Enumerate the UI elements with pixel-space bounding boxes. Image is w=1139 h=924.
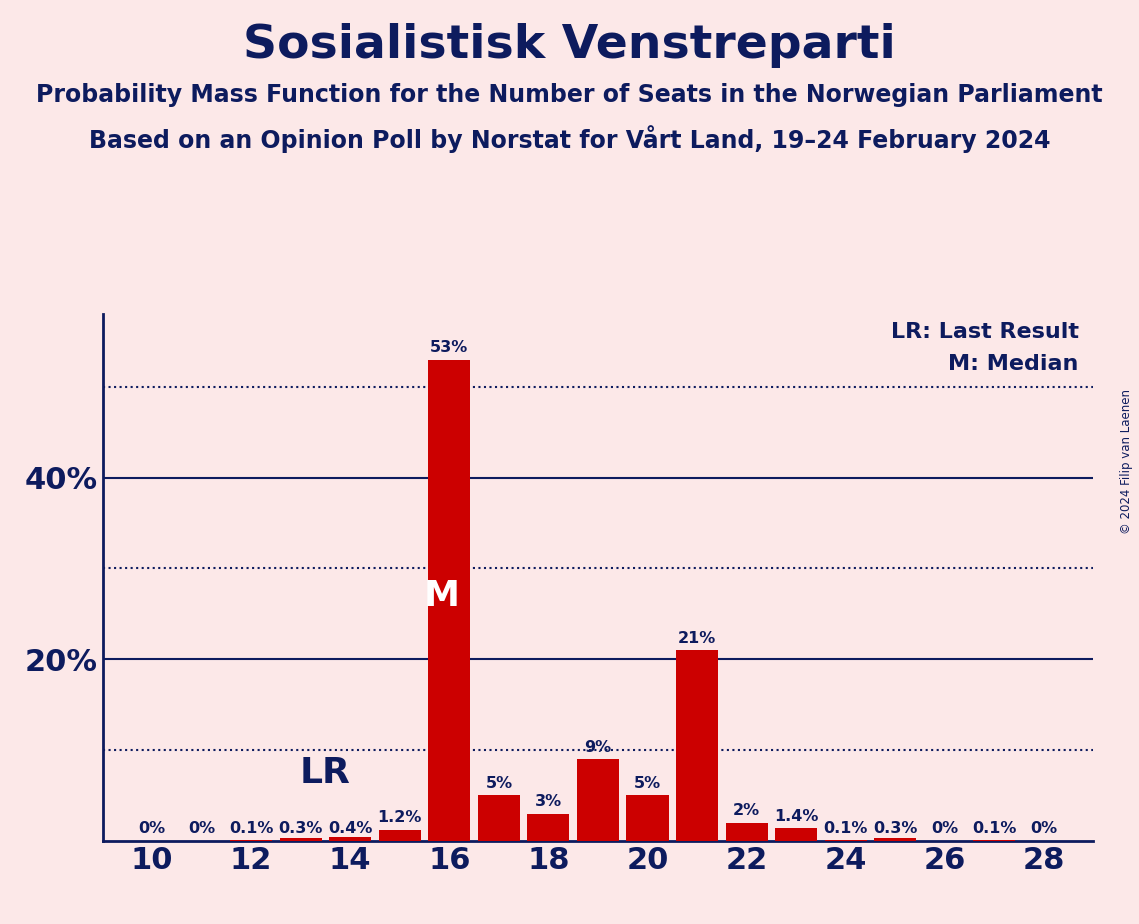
- Text: 3%: 3%: [535, 794, 562, 809]
- Text: LR: LR: [300, 756, 351, 790]
- Text: 0%: 0%: [139, 821, 165, 836]
- Text: 21%: 21%: [678, 630, 716, 646]
- Text: 0.1%: 0.1%: [823, 821, 868, 836]
- Text: 5%: 5%: [634, 776, 661, 791]
- Text: 0.1%: 0.1%: [973, 821, 1016, 836]
- Text: 5%: 5%: [485, 776, 513, 791]
- Text: 0.4%: 0.4%: [328, 821, 372, 836]
- Bar: [577, 760, 618, 841]
- Text: 53%: 53%: [431, 340, 468, 355]
- Text: M: M: [424, 578, 460, 613]
- Bar: [875, 838, 916, 841]
- Text: M: Median: M: Median: [948, 354, 1079, 373]
- Text: 0%: 0%: [1031, 821, 1057, 836]
- Bar: [280, 838, 321, 841]
- Text: 1.2%: 1.2%: [378, 810, 421, 825]
- Text: 2%: 2%: [734, 803, 760, 818]
- Bar: [478, 796, 519, 841]
- Text: 9%: 9%: [584, 739, 612, 755]
- Text: 0.3%: 0.3%: [874, 821, 917, 836]
- Text: Based on an Opinion Poll by Norstat for Vårt Land, 19–24 February 2024: Based on an Opinion Poll by Norstat for …: [89, 125, 1050, 152]
- Bar: [379, 830, 420, 841]
- Text: © 2024 Filip van Laenen: © 2024 Filip van Laenen: [1121, 390, 1133, 534]
- Text: 0.1%: 0.1%: [229, 821, 273, 836]
- Bar: [329, 837, 371, 841]
- Text: LR: Last Result: LR: Last Result: [891, 322, 1079, 342]
- Bar: [677, 650, 718, 841]
- Text: 1.4%: 1.4%: [775, 808, 818, 823]
- Bar: [428, 359, 470, 841]
- Bar: [626, 796, 669, 841]
- Text: 0%: 0%: [188, 821, 215, 836]
- Bar: [726, 822, 768, 841]
- Bar: [776, 828, 817, 841]
- Text: Sosialistisk Venstreparti: Sosialistisk Venstreparti: [243, 23, 896, 68]
- Text: 0%: 0%: [932, 821, 958, 836]
- Text: 0.3%: 0.3%: [279, 821, 322, 836]
- Text: Probability Mass Function for the Number of Seats in the Norwegian Parliament: Probability Mass Function for the Number…: [36, 83, 1103, 107]
- Bar: [527, 814, 570, 841]
